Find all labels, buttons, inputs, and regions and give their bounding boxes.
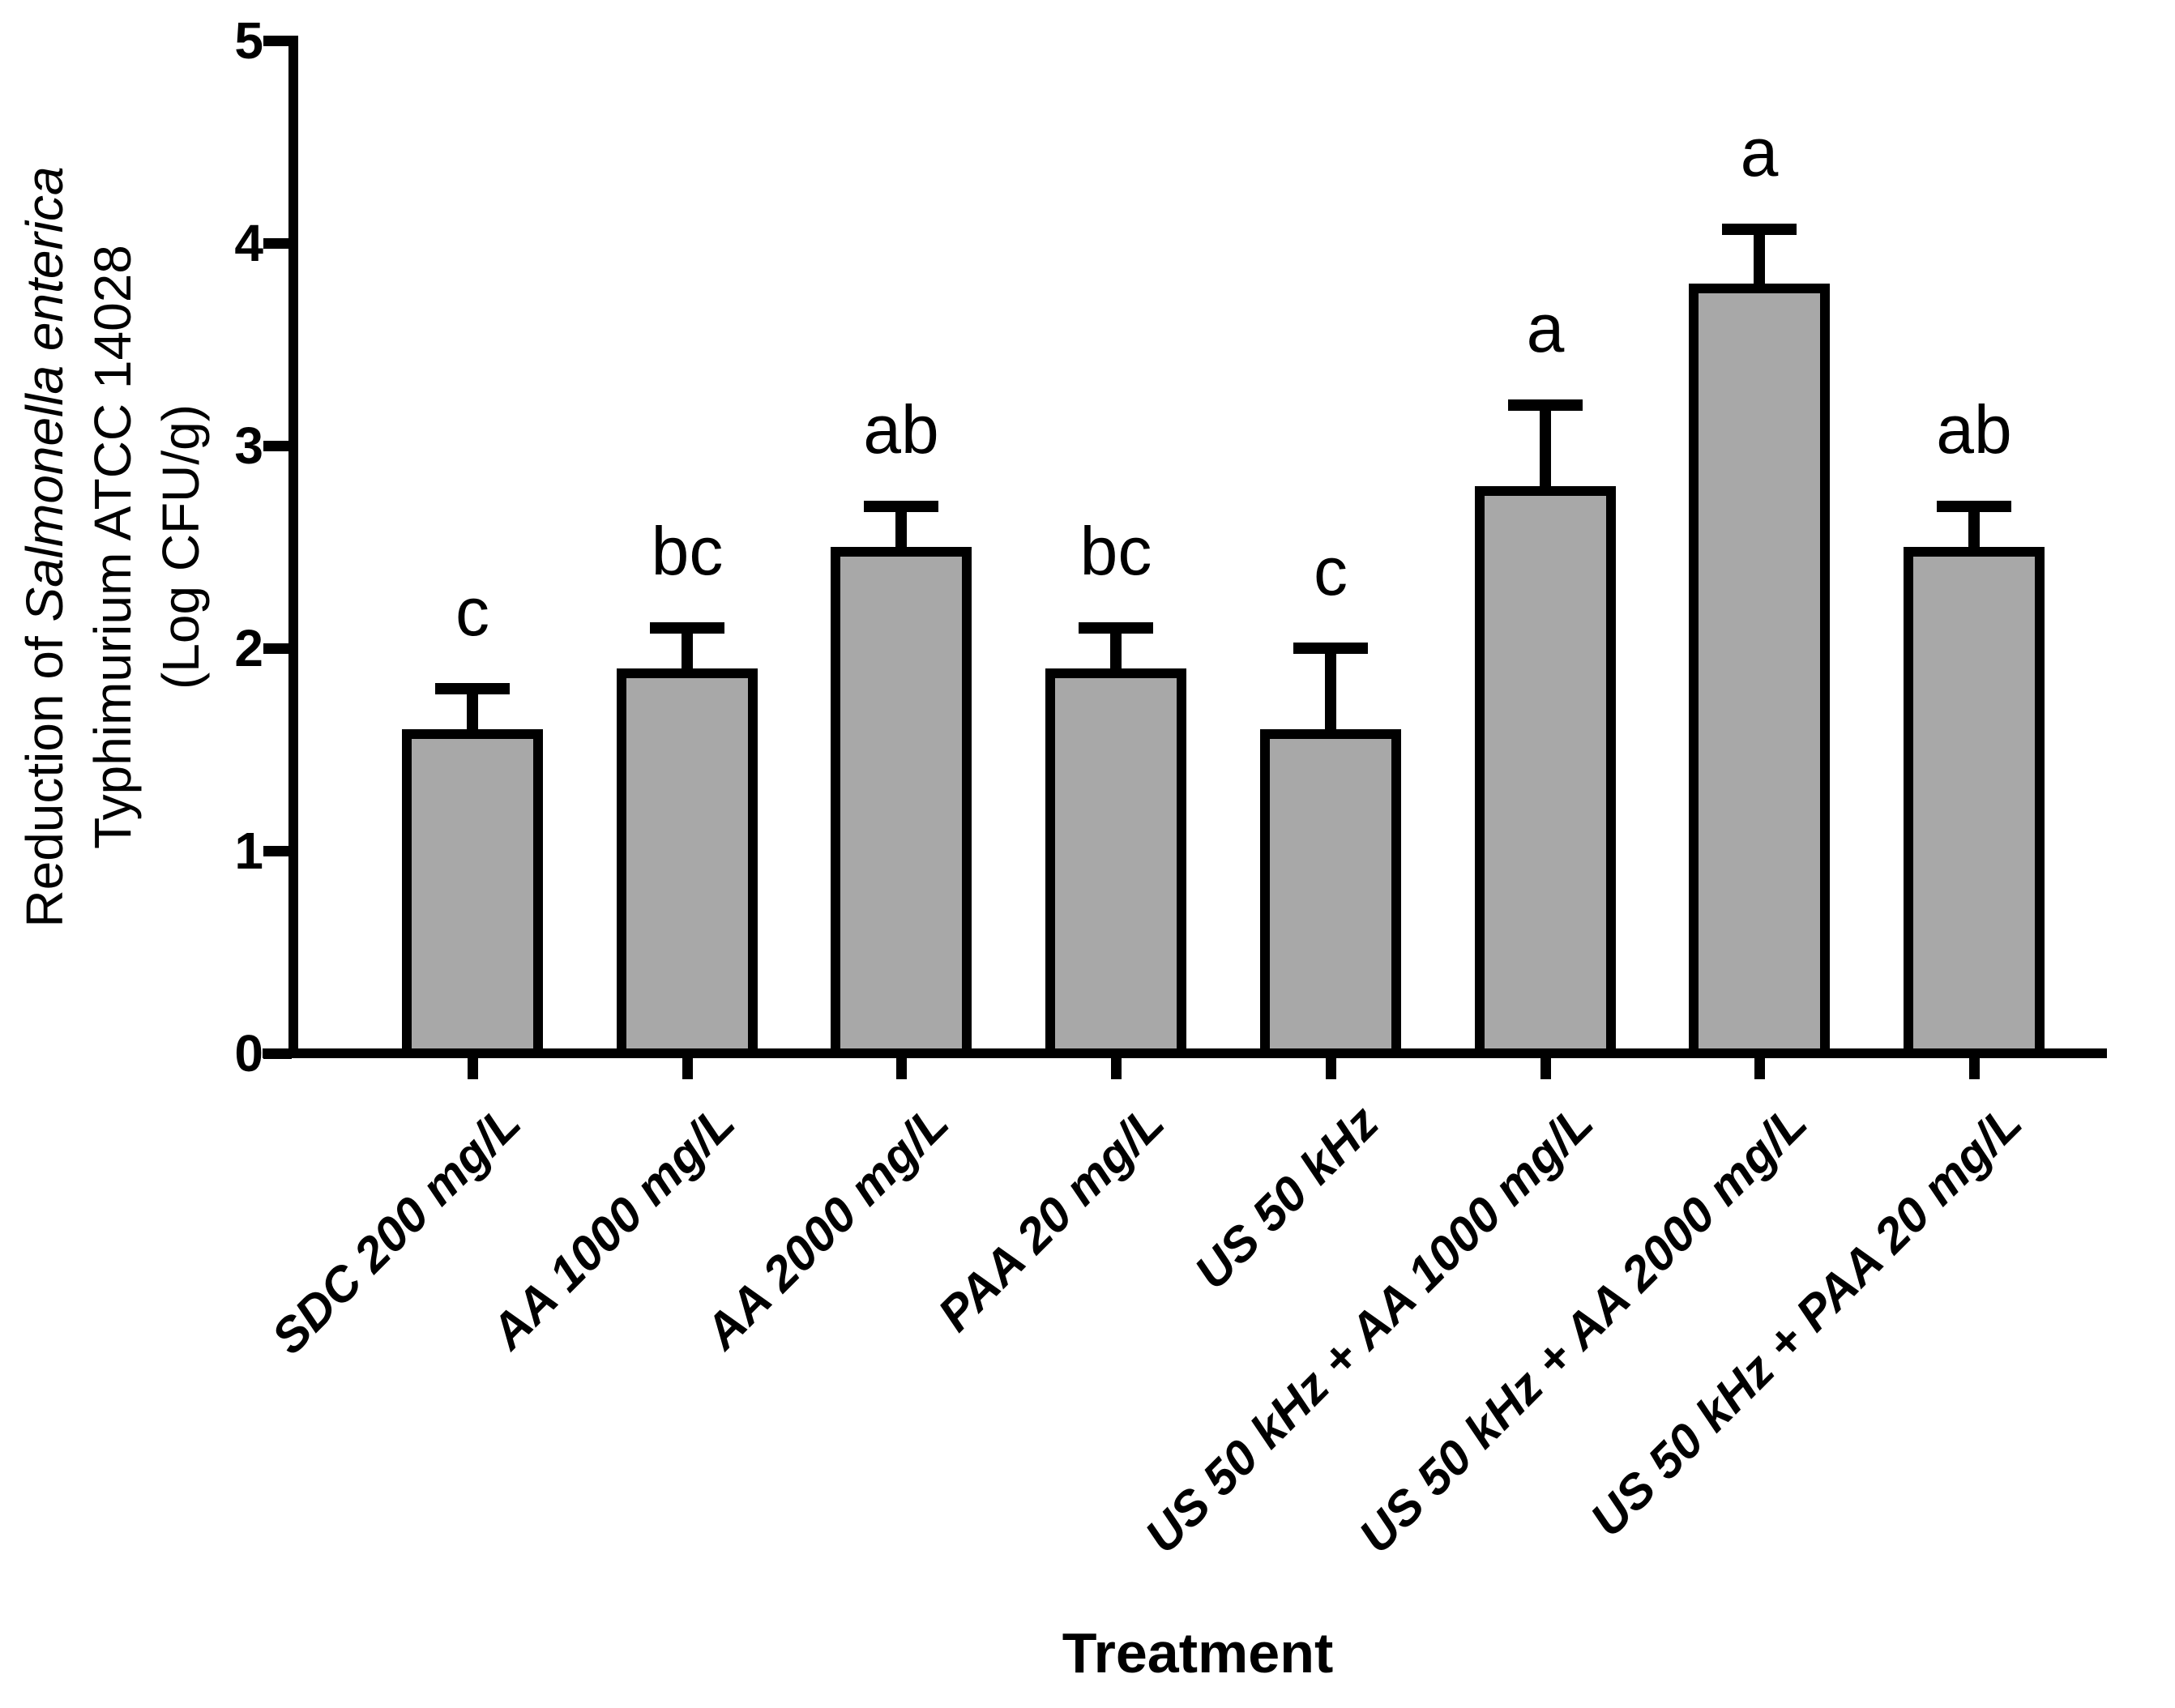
y-tick-row: 3 [166,416,300,475]
bar [617,668,758,1058]
x-tick [1326,1058,1336,1079]
y-axis-line [288,36,298,1058]
error-bar-cap [435,683,510,694]
significance-letter: ab [863,391,939,468]
y-tick [263,441,292,451]
error-bar-cap [650,622,724,634]
y-tick [263,846,292,856]
y-tick-label: 0 [234,1024,263,1082]
x-category-label: US 50 kHz + AA 1000 mg/L [1135,1095,1604,1564]
x-tick [896,1058,907,1079]
y-tick-row: 5 [166,11,300,70]
x-tick [468,1058,478,1079]
error-bar-whisker [1325,648,1336,736]
error-bar-cap [864,501,938,512]
error-bar-whisker [895,506,907,553]
x-tick [1754,1058,1765,1079]
significance-letter: bc [651,513,724,589]
y-axis-title-line1-normal: Reduction of [15,621,74,928]
y-axis-title: Reduction of Salmonella enterica Typhimu… [11,0,229,1114]
x-category-label: US 50 kHz + PAA 20 mg/L [1579,1095,2032,1548]
bar [1045,668,1186,1058]
error-bar-whisker [1968,506,1980,553]
error-bar-whisker [1110,628,1122,675]
significance-letter: c [455,574,489,650]
y-tick-row: 4 [166,214,300,272]
error-bar-cap [1937,501,2011,512]
y-tick [263,643,292,654]
bar [831,547,972,1058]
y-axis-title-line1-italic: Salmonella enterica [15,166,74,622]
y-tick-row: 1 [166,822,300,880]
error-bar-cap [1722,223,1797,235]
x-category-label: US 50 kHz + AA 2000 mg/L [1348,1095,1818,1564]
y-tick-row: 0 [166,1024,300,1082]
error-bar-whisker [1540,405,1551,493]
error-bar-whisker [1754,228,1765,290]
error-bar-whisker [467,689,478,736]
y-tick [263,36,292,46]
x-category-label: US 50 kHz [1184,1095,1389,1300]
y-tick [263,1048,292,1059]
bar [1475,486,1616,1058]
y-axis-title-line2: Typhimurium ATCC 14028 [83,245,142,849]
y-tick-label: 1 [234,822,263,880]
error-bar-whisker [682,628,693,675]
significance-letter: a [1740,113,1779,190]
y-tick-label: 3 [234,416,263,475]
bar [1904,547,2045,1058]
y-tick-label: 4 [234,214,263,272]
x-tick [1969,1058,1980,1079]
bar [1689,284,1830,1058]
significance-letter: ab [1936,391,2012,468]
x-tick [1540,1058,1551,1079]
x-tick [682,1058,693,1079]
significance-letter: a [1526,290,1565,366]
significance-letter: bc [1079,513,1152,589]
bar [1260,729,1401,1058]
x-axis-title: Treatment [1062,1621,1334,1685]
x-tick [1111,1058,1122,1079]
y-tick-label: 5 [234,11,263,70]
bar [402,729,543,1058]
error-bar-cap [1293,643,1368,654]
error-bar-cap [1508,399,1583,411]
y-tick-row: 2 [166,619,300,677]
y-tick-label: 2 [234,619,263,677]
x-category-label: PAA 20 mg/L [927,1095,1174,1342]
significance-letter: c [1314,533,1348,609]
error-bar-cap [1079,622,1153,634]
y-tick [263,238,292,249]
